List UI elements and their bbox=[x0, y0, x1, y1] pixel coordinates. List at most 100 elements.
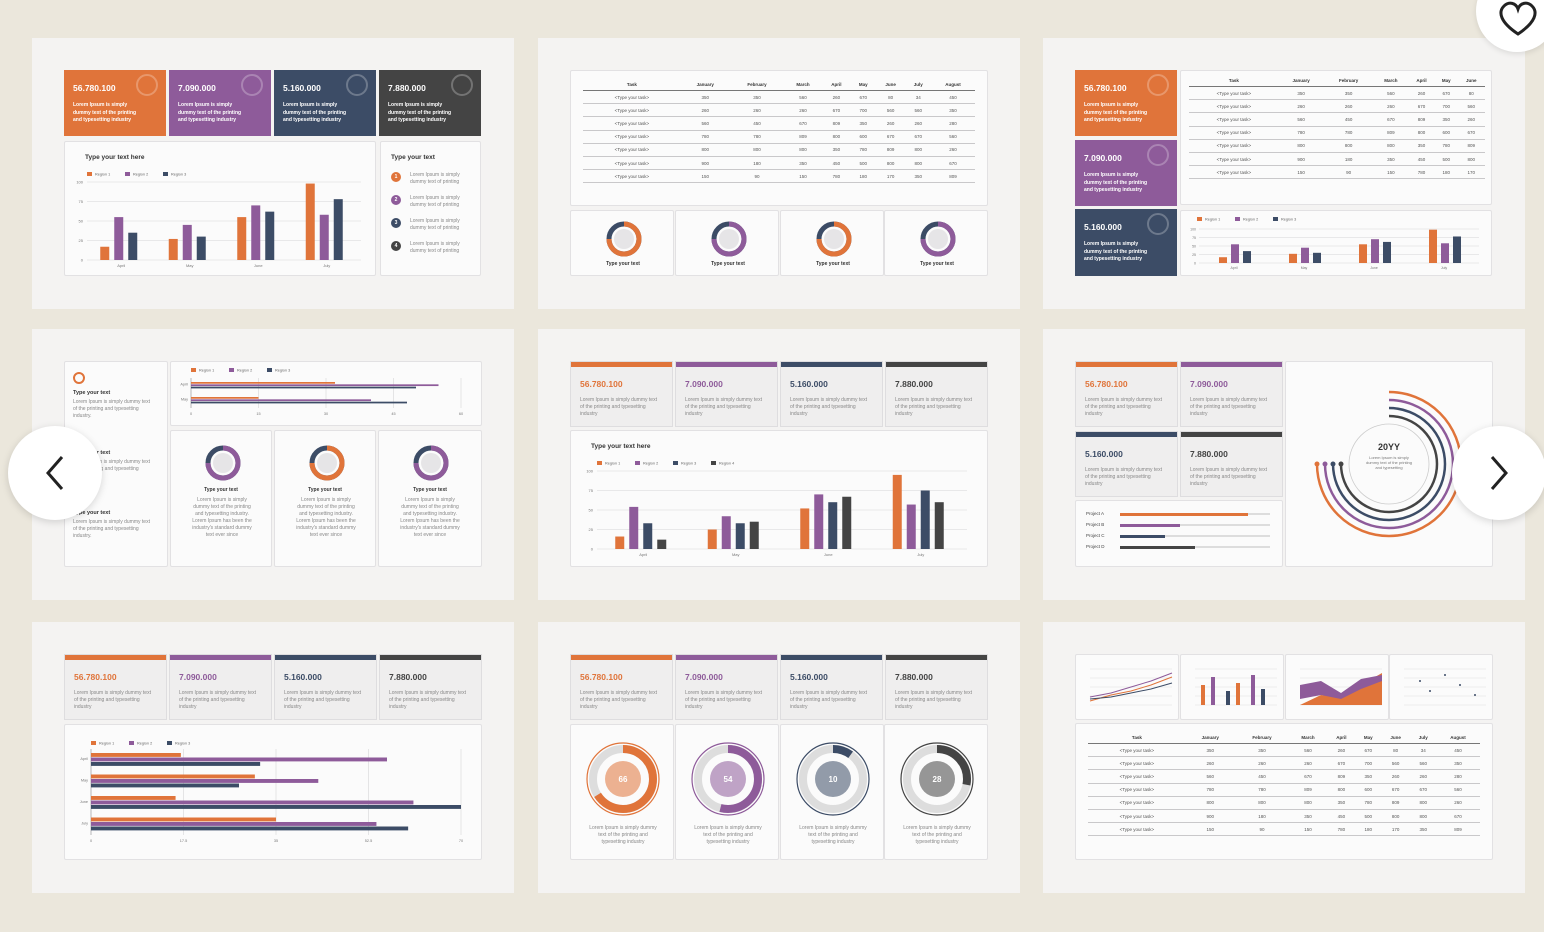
table-cell: 350 bbox=[1185, 743, 1235, 758]
table-cell[interactable]: <Type your task> bbox=[1189, 139, 1279, 153]
spiral-node bbox=[1314, 461, 1320, 467]
table-cell: 900 bbox=[1185, 809, 1235, 824]
table-cell[interactable]: <Type your task> bbox=[1088, 809, 1186, 824]
table-cell: 780 bbox=[1323, 126, 1374, 140]
donut-icon bbox=[816, 221, 852, 257]
horizontal-bar-chart: Region 1 Region 2 Region 3 0 15 30 45 60 April Ma… bbox=[180, 368, 463, 416]
heart-icon bbox=[1499, 1, 1537, 36]
kpi-value: 5.160.000 bbox=[1084, 222, 1122, 232]
legend-swatch bbox=[1235, 217, 1240, 221]
x-tick-label: 30 bbox=[324, 412, 328, 416]
table-cell[interactable]: <Type your task> bbox=[1189, 99, 1279, 114]
kpi-description: Lorem Ipsum is simply dummy text of the … bbox=[685, 690, 762, 710]
table-cell: 280 bbox=[931, 116, 975, 131]
table-cell[interactable]: <Type your task> bbox=[583, 143, 681, 157]
table-cell[interactable]: <Type your task> bbox=[583, 103, 681, 118]
spiral-node bbox=[1330, 461, 1336, 467]
column-header: June bbox=[1380, 732, 1411, 744]
x-tick-label: 52.5 bbox=[365, 839, 372, 843]
bar bbox=[251, 205, 261, 260]
table-cell[interactable]: <Type your task> bbox=[583, 169, 681, 184]
side-list-item: Lorem Ipsum is simply dummy text of prin… bbox=[410, 241, 460, 254]
slide-thumbnail-5[interactable]: 56.780.100 Lorem Ipsum is simply dummy te… bbox=[538, 329, 1020, 600]
donut-segment bbox=[413, 445, 449, 481]
point bbox=[1459, 684, 1461, 686]
spiral-arc bbox=[1331, 406, 1447, 522]
slide-thumbnail-2[interactable]: Task January February March April May June July… bbox=[538, 38, 1020, 309]
kpi-description: Lorem Ipsum is simply dummy text of the … bbox=[1190, 467, 1267, 487]
table-cell[interactable]: <Type your task> bbox=[583, 156, 681, 171]
table-cell: 450 bbox=[1323, 112, 1374, 127]
bar bbox=[237, 217, 247, 260]
column-header: July bbox=[1410, 732, 1437, 744]
table-cell: 180 bbox=[850, 169, 876, 184]
table-cell[interactable]: <Type your task> bbox=[1088, 783, 1186, 797]
slide-thumbnail-4[interactable]: Type your text Lorem Ipsum is simply dumm… bbox=[32, 329, 514, 600]
y-tick-label: 75 bbox=[79, 199, 84, 204]
table-cell: 500 bbox=[1434, 152, 1458, 167]
kpi-accent-bar bbox=[571, 655, 672, 660]
legend-label: Region 4 bbox=[719, 462, 734, 466]
legend-label: Region 2 bbox=[133, 173, 148, 177]
table-cell[interactable]: <Type your task> bbox=[1189, 86, 1279, 101]
side-list-title: Type your text bbox=[391, 154, 435, 161]
previous-slide-button[interactable] bbox=[8, 426, 102, 520]
table-cell[interactable]: <Type your task> bbox=[1088, 756, 1186, 771]
slide-thumbnail-1[interactable]: 56.780.100 Lorem Ipsum is simply dummy te… bbox=[32, 38, 514, 309]
chart-panel: Type your text here 0 25 50 75 100 April May Ju… bbox=[570, 430, 988, 567]
kpi-value: 7.090.000 bbox=[178, 83, 216, 93]
legend-label: Region 1 bbox=[1205, 218, 1220, 222]
kpi-description: Lorem Ipsum is simply dummy text of the … bbox=[895, 397, 972, 417]
table-cell[interactable]: <Type your task> bbox=[583, 116, 681, 131]
table-cell[interactable]: <Type your task> bbox=[1189, 165, 1279, 180]
project-progress bbox=[1120, 512, 1248, 516]
x-tick-label: April bbox=[639, 552, 647, 557]
kpi-card: 7.090.000 Lorem Ipsum is simply dummy tex… bbox=[675, 654, 778, 720]
table-cell: 800 bbox=[821, 130, 851, 144]
slide-thumbnail-9[interactable]: Task January February March April May June July… bbox=[1043, 622, 1525, 893]
chart-panel: Type your text here 0 25 50 75 100 April May Ju… bbox=[64, 141, 376, 276]
table-cell[interactable]: <Type your task> bbox=[1189, 152, 1279, 167]
slide-thumbnail-8[interactable]: 56.780.100 Lorem Ipsum is simply dummy te… bbox=[538, 622, 1020, 893]
info-card: Type your text Lorem Ipsum is simply dumm… bbox=[274, 430, 376, 567]
table-cell: 780 bbox=[1434, 139, 1458, 153]
table-cell: 180 bbox=[1355, 822, 1381, 837]
gears-icon bbox=[451, 74, 473, 96]
project-panel: Project A Project B Project C Project D bbox=[1075, 500, 1283, 567]
legend-swatch bbox=[167, 741, 172, 745]
table-cell[interactable]: <Type your task> bbox=[583, 130, 681, 144]
next-slide-button[interactable] bbox=[1452, 426, 1544, 520]
table-cell[interactable]: <Type your task> bbox=[1088, 822, 1186, 837]
table-cell[interactable]: <Type your task> bbox=[1189, 112, 1279, 127]
spiral-arc bbox=[1339, 414, 1439, 514]
bar bbox=[1226, 691, 1230, 705]
ring-progress bbox=[589, 745, 657, 813]
column-header: August bbox=[931, 79, 975, 91]
kpi-description: Lorem Ipsum is simply dummy text of the … bbox=[389, 690, 466, 710]
bar bbox=[191, 401, 407, 404]
kpi-card: 7.090.000 Lorem Ipsum is simply dummy tex… bbox=[1180, 361, 1283, 427]
bar bbox=[814, 494, 824, 549]
x-tick-label: 17.5 bbox=[180, 839, 187, 843]
table-row: <Type your task> 560 450 670 809 350 260 bbox=[1189, 112, 1485, 127]
progress-ring bbox=[691, 742, 765, 816]
slide-thumbnail-7[interactable]: 56.780.100 Lorem Ipsum is simply dummy te… bbox=[32, 622, 514, 893]
table-cell[interactable]: <Type your task> bbox=[1189, 126, 1279, 140]
kpi-card: 56.780.100 Lorem Ipsum is simply dummy te… bbox=[64, 70, 166, 136]
table-cell[interactable]: <Type your task> bbox=[583, 90, 681, 105]
slide-thumbnail-3[interactable]: 56.780.100 Lorem Ipsum is simply dummy te… bbox=[1043, 38, 1525, 309]
bar bbox=[91, 779, 319, 783]
mini-chart-card bbox=[1389, 654, 1493, 720]
spiral-arc bbox=[1323, 398, 1455, 530]
table-cell[interactable]: <Type your task> bbox=[1088, 769, 1186, 784]
donut-segment bbox=[309, 445, 345, 481]
y-tick-label: 50 bbox=[79, 219, 84, 224]
kpi-value: 7.090.000 bbox=[1084, 153, 1122, 163]
table-cell: 150 bbox=[1185, 822, 1235, 837]
x-tick-label: June bbox=[824, 552, 833, 557]
kpi-card: 5.160.000 Lorem Ipsum is simply dummy tex… bbox=[1075, 209, 1177, 276]
table-cell[interactable]: <Type your task> bbox=[1088, 743, 1186, 758]
table-cell[interactable]: <Type your task> bbox=[1088, 796, 1186, 810]
legend-label: Region 2 bbox=[643, 462, 658, 466]
legend-label: Region 2 bbox=[137, 742, 152, 746]
